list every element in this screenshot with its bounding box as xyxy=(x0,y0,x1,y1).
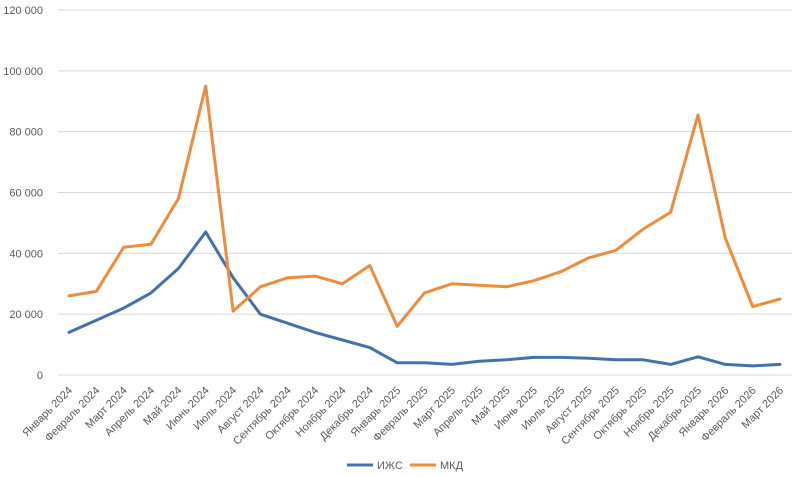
legend: ИЖС МКД xyxy=(347,460,464,472)
legend-label: МКД xyxy=(440,460,464,472)
y-tick-label: 20 000 xyxy=(9,309,43,321)
y-tick-label: 40 000 xyxy=(9,248,43,260)
legend-label: ИЖС xyxy=(377,460,403,472)
series-line-mkd xyxy=(67,84,782,328)
y-tick-label: 60 000 xyxy=(9,188,43,200)
series-lines xyxy=(67,84,782,368)
y-tick-label: 120 000 xyxy=(3,5,43,17)
y-tick-label: 80 000 xyxy=(9,127,43,139)
gridlines xyxy=(58,9,792,376)
y-axis-ticks: 0 20 000 40 000 60 000 80 000 100 000 120 000 xyxy=(3,5,43,382)
y-tick-label: 0 xyxy=(37,370,43,382)
y-tick-label: 100 000 xyxy=(3,66,43,78)
series-line-izhs xyxy=(67,230,782,368)
